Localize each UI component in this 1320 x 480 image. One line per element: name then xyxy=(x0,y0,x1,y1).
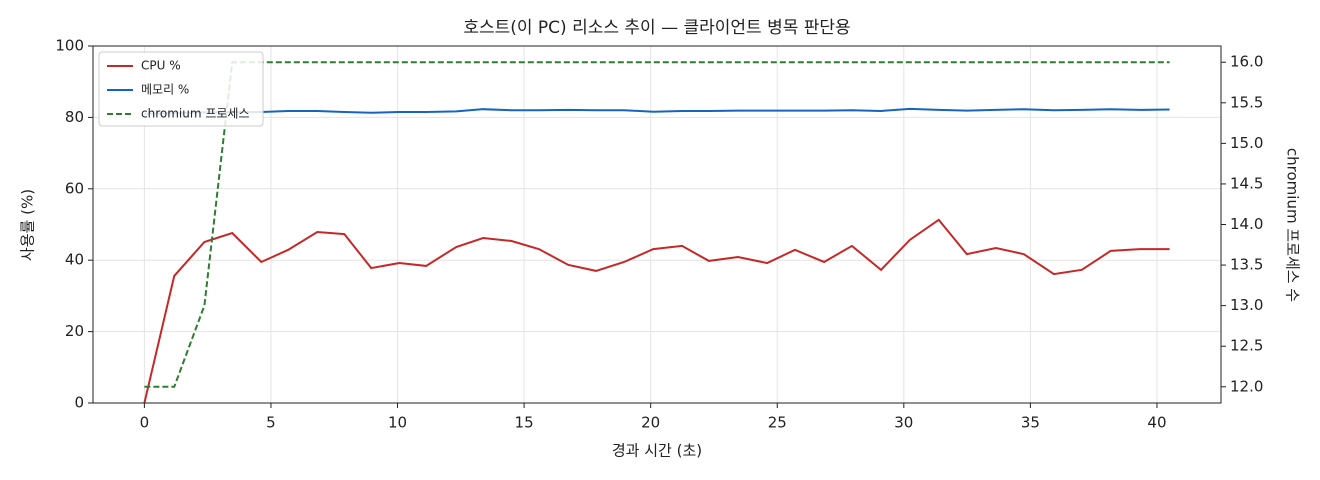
y-tick-label: 40 xyxy=(65,251,84,269)
x-tick-label: 5 xyxy=(266,414,276,432)
y2-tick-label: 12.0 xyxy=(1230,377,1263,395)
data-line xyxy=(144,61,1170,388)
data-line xyxy=(143,218,1170,404)
y2-tick-label: 15.0 xyxy=(1230,134,1263,152)
y2-tick-label: 13.0 xyxy=(1230,296,1263,314)
y-tick-label: 60 xyxy=(65,179,84,197)
x-tick-label: 35 xyxy=(1021,414,1040,432)
y-tick-label: 0 xyxy=(74,394,84,412)
y-tick-label: 80 xyxy=(65,108,84,126)
y-tick-label: 20 xyxy=(65,322,84,340)
x-tick-label: 15 xyxy=(515,414,534,432)
plot-frame xyxy=(92,45,1222,404)
chart-title: 호스트(이 PC) 리소스 추이 — 클라이언트 병목 판단용 xyxy=(463,18,850,38)
y2-tick-label: 15.5 xyxy=(1230,93,1263,111)
y2-axis-label: chromium 프로세스 수 xyxy=(1284,148,1302,302)
y-axis-label: 사용률 (%) xyxy=(19,189,37,261)
legend-label: 메모리 % xyxy=(141,83,189,97)
y2-tick-label: 16.0 xyxy=(1230,53,1263,71)
x-tick-label: 0 xyxy=(140,414,150,432)
x-tick-label: 40 xyxy=(1147,414,1166,432)
legend-box xyxy=(98,51,264,127)
y2-tick-label: 13.5 xyxy=(1230,256,1263,274)
legend-label: chromium 프로세스 xyxy=(141,107,250,121)
x-tick-label: 25 xyxy=(768,414,787,432)
data-line xyxy=(144,107,1170,115)
y2-tick-label: 14.0 xyxy=(1230,215,1263,233)
x-tick-label: 30 xyxy=(894,414,913,432)
y2-tick-label: 14.5 xyxy=(1230,174,1263,192)
x-tick-label: 10 xyxy=(388,414,407,432)
y2-tick-label: 12.5 xyxy=(1230,337,1263,355)
legend-label: CPU % xyxy=(141,59,181,73)
y-tick-label: 100 xyxy=(55,37,84,55)
x-axis-label: 경과 시간 (초) xyxy=(612,442,702,460)
x-tick-label: 20 xyxy=(641,414,660,432)
